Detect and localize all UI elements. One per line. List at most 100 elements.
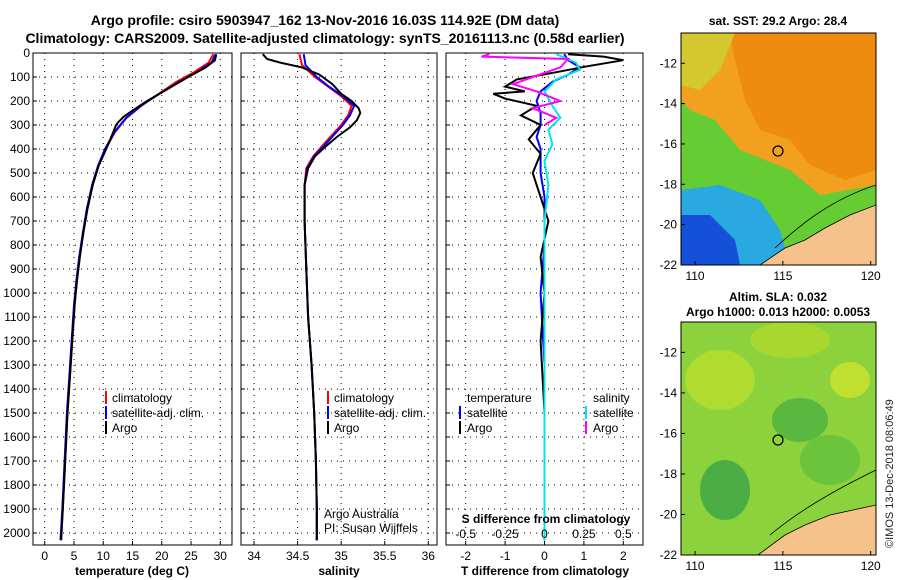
y-tick-label: 1000 [3,286,30,300]
sla-low-1 [800,435,860,485]
plot-title-line1: Argo profile: csiro 5903947_162 13-Nov-2… [90,12,560,28]
sla-low-2 [700,460,750,520]
y-tick-label: 700 [10,214,30,228]
map-x-tick-label: 110 [685,559,704,573]
x-tick-label: 36 [422,549,436,563]
series-s-argo [481,53,571,126]
y-tick-label: 1400 [3,382,30,396]
legend-argo-label: Argo [334,421,360,435]
sla-high-3 [830,362,870,398]
map-y-tick-label: -14 [660,97,678,111]
series-argo [60,54,218,541]
map-y-tick-label: -16 [660,426,678,440]
map-y-tick-label: -12 [660,56,678,70]
y-tick-label: 100 [10,70,30,84]
sla-map: Altim. SLA: 0.032 Argo h1000: 0.013 h200… [660,290,881,573]
map-y-tick-label: -18 [660,467,678,481]
y-tick-label: 0 [23,46,30,60]
y-tick-label: 200 [10,94,30,108]
y-tick-label: 1100 [4,310,30,324]
sla-map-title: Altim. SLA: 0.032 [729,290,827,304]
x-tick-label: 35.5 [373,549,397,563]
series-satellite-adj-clim- [59,53,217,541]
series-t-satellite [535,53,582,541]
series-s-satellite [543,53,582,541]
legend-satellite-label: satellite-adj. clim. [112,406,204,420]
s-diff-tick-label: 0.25 [572,527,596,541]
sst-hot-region [730,33,876,180]
y-tick-label: 2000 [3,526,30,540]
map-y-tick-label: -22 [660,258,678,272]
temperature-xlabel: temperature (deg C) [75,564,189,578]
sst-isobath [774,184,876,249]
y-tick-label: 800 [10,238,30,252]
s-difference-label: S difference from climatology [462,512,631,526]
sst-map-title: sat. SST: 29.2 Argo: 28.4 [709,14,848,28]
sla-low-3 [772,398,828,442]
x-tick-label: 15 [126,549,140,563]
y-tick-label: 1800 [3,478,30,492]
x-tick-label: 2 [620,549,627,563]
series-t-argo [492,53,624,541]
difference-panel: -2 -1 0 1 2 T difference from climatology S … [445,52,644,578]
x-tick-label: -1 [500,549,511,563]
legend-t-argo-label: Argo [467,421,493,435]
sla-map-frame [680,321,877,556]
legend-salinity-title: salinity [593,391,630,405]
legend-argo-label: Argo [112,421,138,435]
map-y-tick-label: -20 [660,218,678,232]
y-tick-label: 400 [10,142,30,156]
y-tick-label: 500 [10,166,30,180]
x-tick-label: 10 [97,549,111,563]
y-tick-label: 1900 [3,502,30,516]
y-tick-label: 1600 [3,430,30,444]
salinity-panel: 34 34.5 35 35.5 36 salinity climatology sate… [240,52,438,578]
legend-s-argo-label: Argo [593,421,619,435]
legend-satellite-label: satellite-adj. clim. [334,406,426,420]
annotation-pi: PI: Susan Wijffels [324,521,418,535]
map-y-tick-label: -12 [660,345,678,359]
s-diff-tick-label: 0 [541,527,548,541]
x-tick-label: 34.5 [286,549,310,563]
map-x-tick-label: 115 [773,559,792,573]
map-y-tick-label: -20 [660,507,678,521]
sst-mid-region [681,33,735,90]
sla-land [757,504,876,555]
y-tick-label: 900 [10,262,30,276]
map-y-tick-label: -14 [660,386,678,400]
x-tick-label: 34 [247,549,261,563]
legend-t-satellite-label: satellite [467,406,508,420]
sla-float-marker [772,434,784,446]
legend-climatology-label: climatology [112,391,172,405]
x-tick-label: 0 [41,549,48,563]
annotation-argo-australia: Argo Australia [324,507,399,521]
sla-high-1 [685,350,755,410]
series-climatology [60,53,215,541]
t-difference-xlabel: T difference from climatology [461,564,629,578]
x-tick-label: 25 [184,549,198,563]
sst-map: sat. SST: 29.2 Argo: 28.4 110 115 120 -12 -1… [660,14,881,283]
s-diff-tick-label: -0.5 [455,527,476,541]
sla-map-subtitle: Argo h1000: 0.013 h2000: 0.0053 [686,305,870,319]
difference-legend: temperature satellite Argo salinity sate… [459,391,634,435]
imos-credit: ©IMOS 13-Dec-2018 08:06:49 [884,399,896,548]
map-x-tick-label: 115 [773,269,792,283]
series-satellite-adj-clim- [302,54,356,541]
x-tick-label: 0 [541,549,548,563]
x-tick-label: 35 [334,549,348,563]
x-tick-label: 1 [581,549,588,563]
y-tick-label: 1500 [3,406,30,420]
plot-title-line2: Climatology: CARS2009. Satellite-adjuste… [25,30,625,46]
x-tick-label: -2 [460,549,471,563]
sla-isobath [769,469,876,536]
x-tick-label: 20 [155,549,169,563]
map-x-tick-label: 110 [685,269,704,283]
temperature-panel: 0100200300400500600700800900100011001200… [3,46,233,578]
x-tick-label: 30 [214,549,228,563]
s-diff-tick-label: -0.25 [491,527,519,541]
temperature-legend: climatology satellite-adj. clim. Argo [105,391,204,435]
sst-cold-region [681,215,740,265]
map-y-tick-label: -16 [660,137,678,151]
legend-s-satellite-label: satellite [593,406,634,420]
